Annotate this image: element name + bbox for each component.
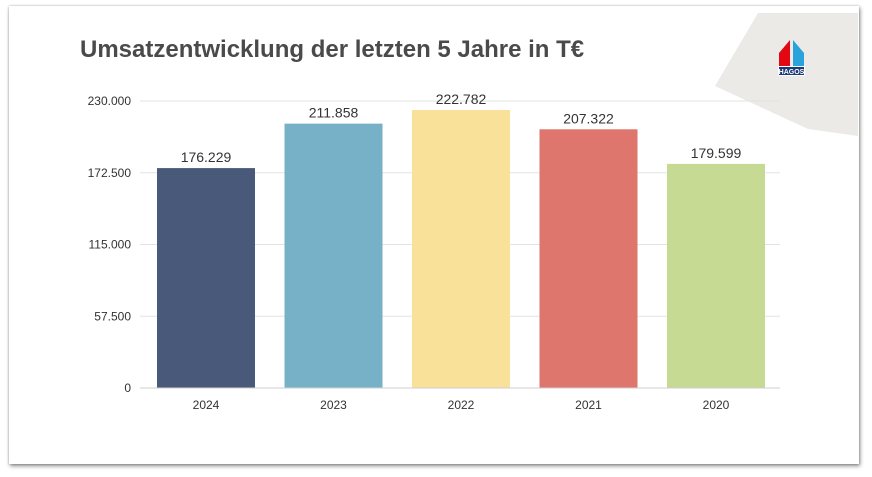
x-tick-label: 2022 <box>448 398 475 412</box>
y-tick-label: 230.000 <box>88 94 132 108</box>
bar <box>157 168 255 388</box>
data-label: 207.322 <box>563 110 614 126</box>
bar <box>667 163 765 388</box>
data-label: 222.782 <box>436 91 487 107</box>
y-tick-label: 57.500 <box>94 309 131 323</box>
logo-text: HAGOS <box>779 69 805 76</box>
bar <box>284 123 383 388</box>
hagos-logo: HAGOS <box>778 40 805 76</box>
x-tick-label: 2021 <box>575 398 602 412</box>
bars <box>157 110 765 388</box>
bar <box>539 129 638 388</box>
y-axis-ticks: 0 57.500 115.000 172.500 230.000 <box>88 94 132 395</box>
x-axis-ticks: 2024 2023 2022 2021 2020 <box>193 398 730 412</box>
logo-text-bg <box>779 67 804 75</box>
y-tick-label: 172.500 <box>88 166 132 180</box>
x-tick-label: 2024 <box>193 398 220 412</box>
chart-title: Umsatzentwicklung der letzten 5 Jahre in… <box>80 36 585 63</box>
value-labels: 176.229 211.858 222.782 207.322 179.599 <box>181 91 742 165</box>
data-label: 211.858 <box>309 105 359 121</box>
data-label: 179.599 <box>691 145 742 161</box>
y-tick-label: 0 <box>124 381 131 395</box>
data-label: 176.229 <box>181 149 232 165</box>
x-tick-label: 2020 <box>703 398 730 412</box>
x-tick-label: 2023 <box>320 398 347 412</box>
bar <box>412 110 510 388</box>
y-tick-label: 115.000 <box>89 238 132 252</box>
